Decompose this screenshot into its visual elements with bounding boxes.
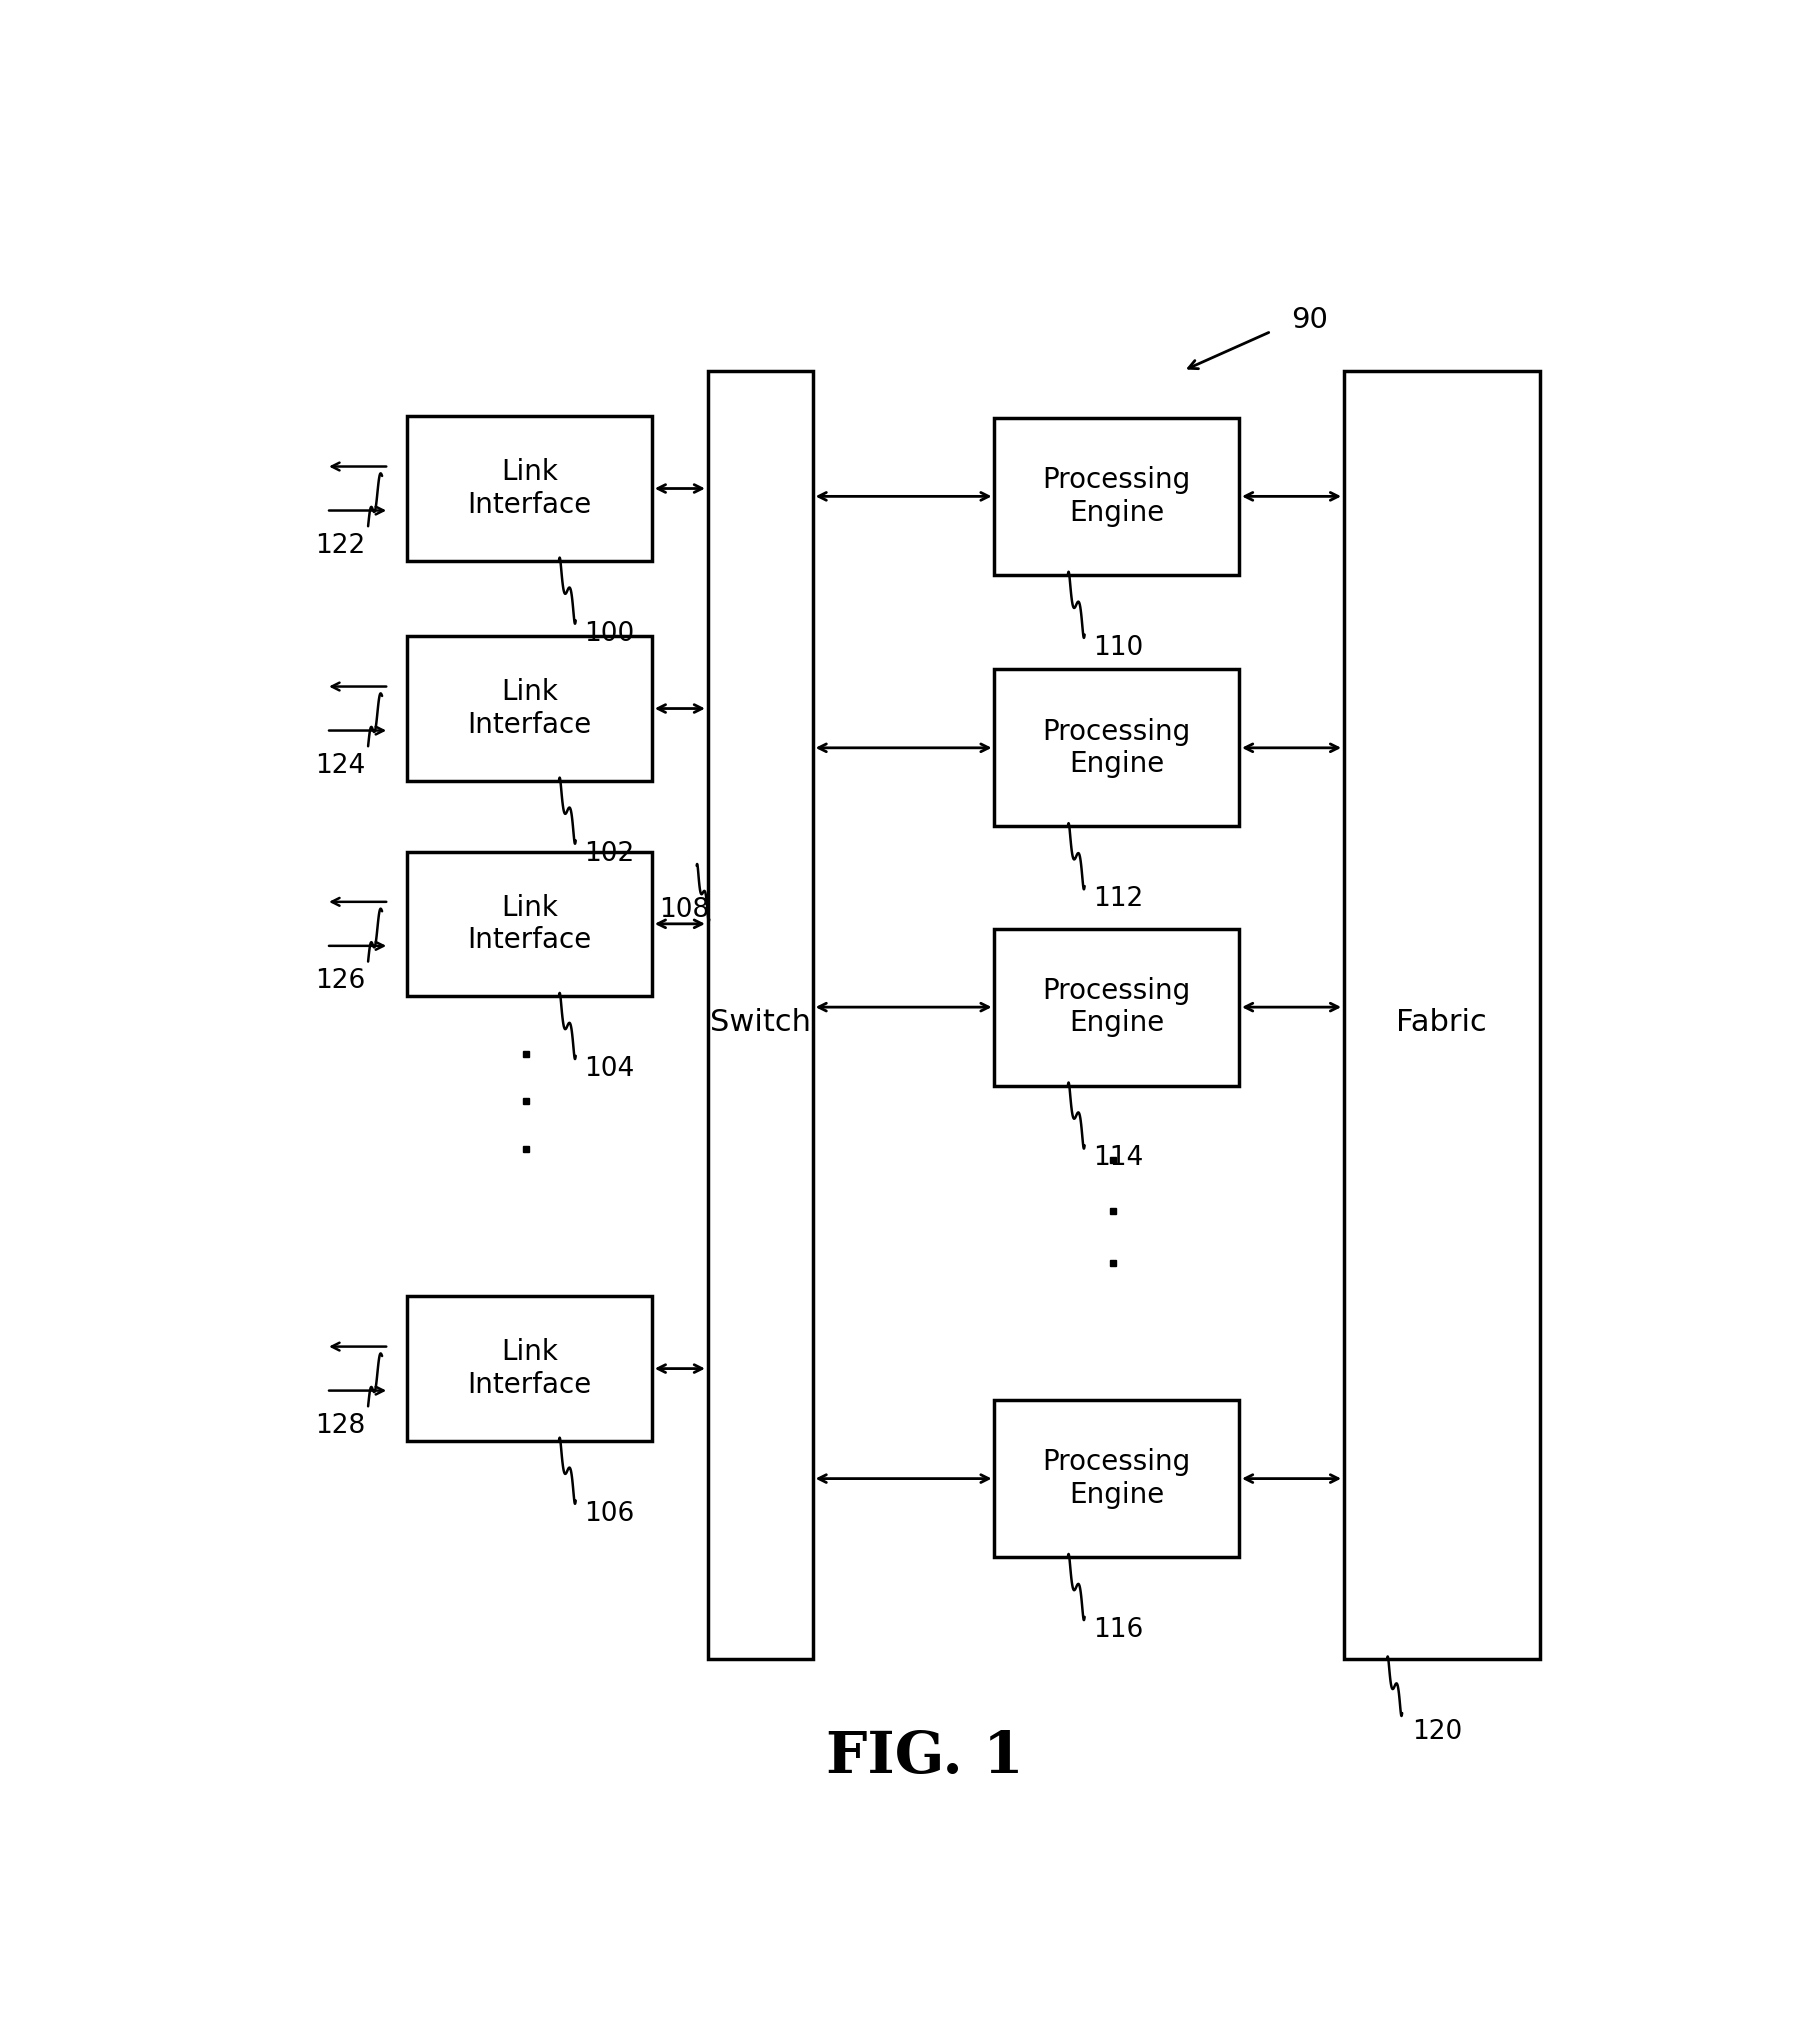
Text: 108: 108 xyxy=(658,898,709,923)
Text: Processing
Engine: Processing Engine xyxy=(1043,1449,1191,1508)
Text: FIG. 1: FIG. 1 xyxy=(826,1729,1023,1784)
Bar xyxy=(408,1296,651,1441)
Text: Fabric: Fabric xyxy=(1396,1008,1486,1037)
Bar xyxy=(994,1400,1239,1557)
Text: Processing
Engine: Processing Engine xyxy=(1043,978,1191,1037)
Bar xyxy=(707,371,812,1659)
Bar xyxy=(408,637,651,782)
Text: 122: 122 xyxy=(316,533,364,559)
Text: 106: 106 xyxy=(584,1500,635,1527)
Text: Switch: Switch xyxy=(711,1008,812,1037)
Text: Link
Interface: Link Interface xyxy=(467,1339,592,1398)
Text: 104: 104 xyxy=(584,1055,635,1082)
Text: 116: 116 xyxy=(1093,1616,1144,1643)
Text: 100: 100 xyxy=(584,620,635,647)
Bar xyxy=(408,851,651,996)
Text: 114: 114 xyxy=(1093,1145,1144,1172)
Text: Link
Interface: Link Interface xyxy=(467,459,592,518)
Bar xyxy=(408,416,651,561)
Text: 128: 128 xyxy=(316,1412,364,1439)
Text: 90: 90 xyxy=(1292,306,1328,335)
Bar xyxy=(994,418,1239,576)
Text: 102: 102 xyxy=(584,841,635,867)
Bar xyxy=(994,929,1239,1086)
Text: 126: 126 xyxy=(316,967,364,994)
Text: Link
Interface: Link Interface xyxy=(467,894,592,953)
Bar xyxy=(1344,371,1541,1659)
Text: 120: 120 xyxy=(1413,1719,1463,1745)
Text: Processing
Engine: Processing Engine xyxy=(1043,718,1191,778)
Text: Link
Interface: Link Interface xyxy=(467,678,592,739)
Text: 112: 112 xyxy=(1093,886,1144,912)
Text: 124: 124 xyxy=(316,753,364,778)
Text: Processing
Engine: Processing Engine xyxy=(1043,465,1191,527)
Text: 110: 110 xyxy=(1093,635,1144,661)
Bar xyxy=(994,669,1239,827)
